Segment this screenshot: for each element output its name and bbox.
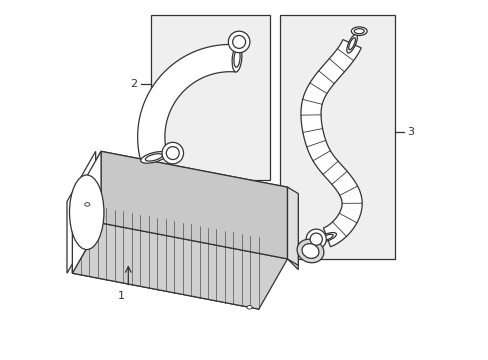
- Ellipse shape: [346, 35, 357, 53]
- Ellipse shape: [232, 45, 242, 72]
- Ellipse shape: [353, 29, 364, 34]
- Polygon shape: [72, 202, 258, 309]
- Ellipse shape: [162, 142, 183, 164]
- Polygon shape: [287, 187, 298, 265]
- Polygon shape: [287, 187, 298, 270]
- Ellipse shape: [246, 306, 251, 309]
- Polygon shape: [72, 223, 287, 309]
- Polygon shape: [72, 151, 101, 273]
- Ellipse shape: [320, 234, 332, 240]
- Polygon shape: [137, 44, 238, 161]
- Ellipse shape: [297, 239, 323, 263]
- Ellipse shape: [69, 175, 104, 249]
- Ellipse shape: [72, 192, 90, 233]
- Polygon shape: [101, 151, 287, 259]
- Ellipse shape: [233, 50, 240, 67]
- Text: 1: 1: [118, 291, 124, 301]
- Text: 3: 3: [407, 127, 414, 137]
- Ellipse shape: [84, 203, 90, 206]
- Ellipse shape: [309, 233, 322, 245]
- Polygon shape: [67, 151, 96, 273]
- Ellipse shape: [305, 229, 325, 249]
- Ellipse shape: [141, 152, 167, 163]
- Bar: [151, 15, 269, 180]
- Ellipse shape: [232, 36, 245, 48]
- Polygon shape: [72, 151, 287, 237]
- Bar: [280, 15, 394, 259]
- Ellipse shape: [348, 38, 355, 50]
- Ellipse shape: [351, 27, 366, 36]
- Polygon shape: [300, 40, 362, 247]
- Ellipse shape: [317, 233, 336, 242]
- Ellipse shape: [145, 154, 162, 161]
- Ellipse shape: [228, 31, 249, 53]
- Ellipse shape: [166, 147, 179, 159]
- Ellipse shape: [302, 244, 318, 258]
- Text: 2: 2: [129, 79, 137, 89]
